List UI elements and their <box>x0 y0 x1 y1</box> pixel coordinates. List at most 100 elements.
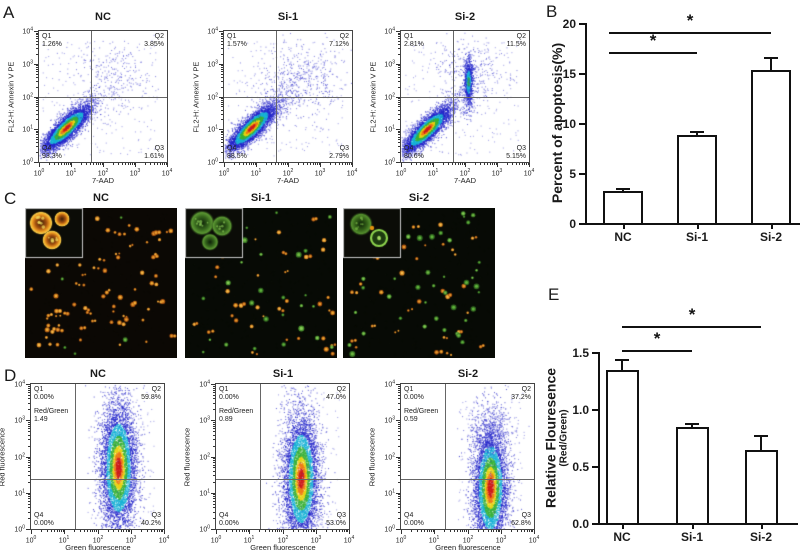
quadrant-name: Q1 <box>404 33 414 40</box>
y-axis-minor-tick <box>36 81 38 82</box>
quadrant-label-Q1: Q1 0.00% <box>219 386 239 402</box>
x-axis-minor-tick <box>93 163 94 165</box>
x-axis-minor-tick <box>527 530 528 532</box>
y-axis-minor-tick <box>398 36 400 37</box>
x-axis-minor-tick <box>454 530 455 532</box>
x-axis-tick-label: 104 <box>161 168 173 178</box>
y-axis-minor-tick <box>213 439 215 440</box>
x-axis-minor-tick <box>160 163 161 165</box>
x-axis-minor-tick <box>244 530 245 532</box>
y-axis-minor-tick <box>36 34 38 35</box>
y-axis-minor-tick <box>398 65 400 66</box>
quadrant-line-vertical <box>445 384 446 529</box>
x-axis-minor-tick <box>496 530 497 532</box>
y-axis-minor-tick <box>28 460 30 461</box>
y-axis-minor-tick <box>398 392 400 393</box>
x-axis-minor-tick <box>452 163 453 165</box>
quadrant-line-horizontal <box>401 97 529 98</box>
y-axis-minor-tick <box>398 119 400 120</box>
y-axis-minor-tick <box>36 114 38 115</box>
flow-plot-Si-1: Q1 1.57% Q2 7.12% Q3 2.79% Q4 88.5% <box>223 30 353 163</box>
x-axis-minor-tick <box>161 530 162 532</box>
y-axis-minor-tick <box>28 424 30 425</box>
y-axis-minor-tick <box>398 102 400 103</box>
x-axis-major-tick <box>529 163 530 167</box>
x-axis-minor-tick <box>307 163 308 165</box>
y-axis-minor-tick <box>221 34 223 35</box>
micro-canvas-NC <box>25 208 177 358</box>
y-axis-major-tick <box>34 162 38 163</box>
y-axis-minor-tick <box>28 409 30 410</box>
x-axis-minor-tick <box>157 163 158 165</box>
quadrant-label-Q2: Q2 47.0% <box>326 386 346 402</box>
x-axis-major-tick <box>434 530 435 534</box>
x-axis-major-tick <box>164 530 165 534</box>
y-axis-minor-tick <box>398 388 400 389</box>
x-axis-minor-tick <box>496 163 497 165</box>
y-axis-minor-tick <box>398 110 400 111</box>
x-axis-major-tick <box>135 163 136 167</box>
quadrant-label-Q1: Q1 0.00% <box>404 386 424 402</box>
category-label-Si-1: Si-1 <box>680 530 704 544</box>
x-axis-minor-tick <box>128 163 129 165</box>
x-axis-tick-label: 104 <box>523 168 535 178</box>
y-axis-minor-tick <box>28 496 30 497</box>
y-axis-minor-tick <box>28 395 30 396</box>
y-axis-tick-label: 0 <box>569 217 576 231</box>
y-axis-tick-label: 101 <box>384 488 395 498</box>
y-axis-tick-label: 101 <box>384 124 395 134</box>
x-axis-tick-label: 104 <box>343 535 355 545</box>
y-axis-minor-tick <box>213 392 215 393</box>
x-axis-minor-tick <box>524 530 525 532</box>
x-axis-minor-tick <box>427 530 428 532</box>
x-axis-minor-tick <box>100 163 101 165</box>
flow-plot-title-Si-1: Si-1 <box>272 368 294 380</box>
x-axis-minor-tick <box>154 530 155 532</box>
y-axis-minor-tick <box>398 142 400 143</box>
x-axis-major-tick <box>224 163 225 167</box>
y-axis-minor-tick <box>36 48 38 49</box>
flow-plot-Si-2: Q1 2.81% Q2 11.5% Q3 5.15% Q4 80.6% <box>400 30 530 163</box>
y-axis-tick-label: 102 <box>384 92 395 102</box>
quadrant-pct: 2.81% <box>404 41 424 48</box>
y-axis-minor-tick <box>398 482 400 483</box>
y-axis-tick-label: 1.5 <box>572 346 589 360</box>
y-axis-line <box>585 23 587 225</box>
y-axis-minor-tick <box>398 460 400 461</box>
y-axis-minor-tick <box>221 137 223 138</box>
x-axis-minor-tick <box>243 163 244 165</box>
x-axis-minor-tick <box>347 163 348 165</box>
y-axis-minor-tick <box>213 467 215 468</box>
flow-plot-title-NC: NC <box>90 368 106 380</box>
x-axis-minor-tick <box>488 530 489 532</box>
x-axis-minor-tick <box>98 163 99 165</box>
significance-line <box>609 52 697 54</box>
x-axis-title: 7-AAD <box>453 176 477 185</box>
x-axis-minor-tick <box>248 530 249 532</box>
quadrant-pct: 93.3% <box>42 153 62 160</box>
y-axis-tick-label: 103 <box>14 415 25 425</box>
quadrant-pct: 37.2% <box>511 394 531 401</box>
y-axis-minor-tick <box>398 74 400 75</box>
ratio-value: 0.89 <box>219 416 233 423</box>
x-axis-minor-tick <box>420 163 421 165</box>
y-axis-tick <box>579 223 585 225</box>
x-axis-minor-tick <box>272 530 273 532</box>
x-axis-tick-label: 102 <box>92 535 104 545</box>
x-axis-minor-tick <box>130 163 131 165</box>
bar-Si-2 <box>745 450 778 525</box>
x-axis-tick-label: 104 <box>528 535 540 545</box>
x-axis-tick-label: 103 <box>495 535 507 545</box>
x-axis-minor-tick <box>61 163 62 165</box>
quadrant-pct: 0.00% <box>219 520 239 527</box>
error-bar-line-NC <box>622 190 624 191</box>
x-axis-minor-tick <box>159 530 160 532</box>
x-axis-minor-tick <box>512 163 513 165</box>
x-axis-major-tick <box>71 163 72 167</box>
y-axis-minor-tick <box>36 71 38 72</box>
y-axis-minor-tick <box>213 458 215 459</box>
quadrant-label-Q4: Q4 0.00% <box>34 512 54 528</box>
y-axis-minor-tick <box>221 100 223 101</box>
y-axis-minor-tick <box>28 467 30 468</box>
y-axis-major-tick <box>34 129 38 130</box>
